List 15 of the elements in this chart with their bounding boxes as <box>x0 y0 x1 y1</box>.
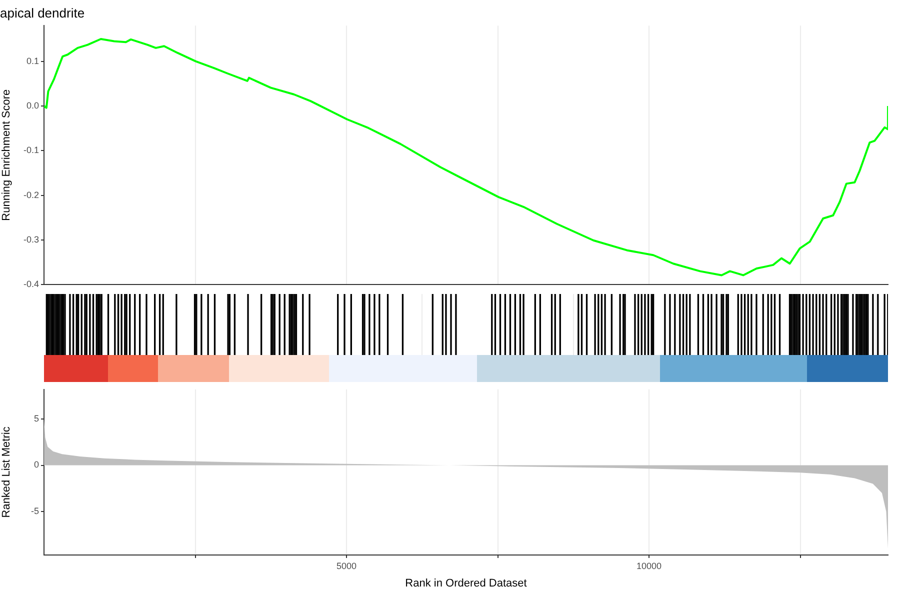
y-tick-label: 0.1 <box>26 56 39 66</box>
x-axis-title: Rank in Ordered Dataset <box>405 577 527 590</box>
y-tick-label: -0.1 <box>23 145 39 156</box>
x-tick-label: 10000 <box>636 560 662 571</box>
y-tick-label: 0 <box>34 460 39 470</box>
chart-title: apical dendrite <box>0 5 85 20</box>
y-tick-label: 5 <box>34 413 39 424</box>
y-axis-title: Ranked List Metric <box>0 426 13 518</box>
y-tick-label: -0.3 <box>23 234 39 244</box>
y-tick-label: -5 <box>30 506 39 516</box>
y-tick-label: 0.0 <box>26 100 39 110</box>
y-axis-title: Running Enrichment Score <box>0 89 13 221</box>
y-tick-label: -0.4 <box>23 279 39 290</box>
x-tick-label: 5000 <box>336 560 357 571</box>
y-tick-label: -0.2 <box>23 190 39 200</box>
